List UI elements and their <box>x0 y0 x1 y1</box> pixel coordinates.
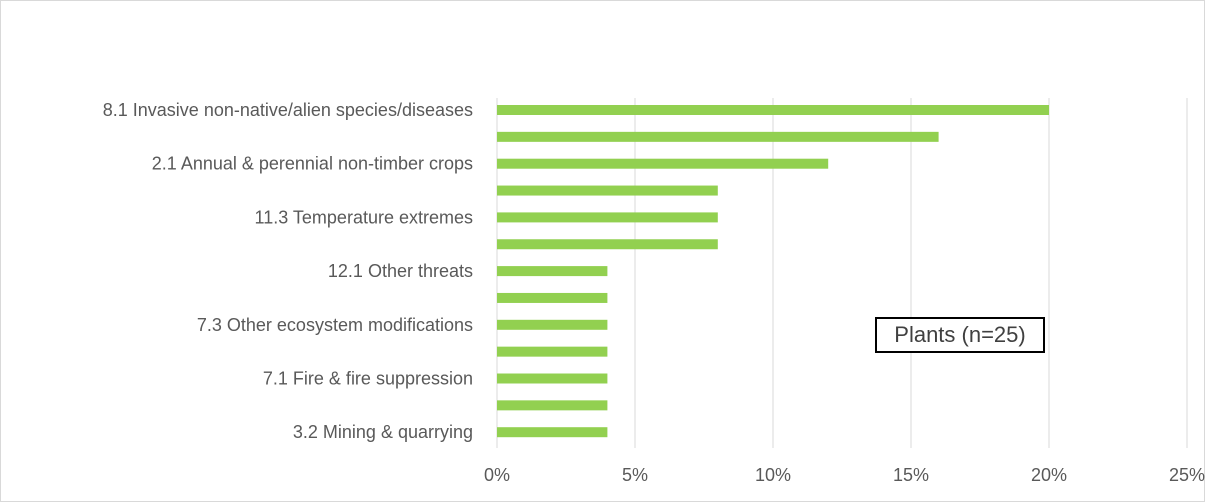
category-label: 2.1 Annual & perennial non-timber crops <box>152 154 473 174</box>
bar <box>497 212 718 223</box>
category-label: 11.3 Temperature extremes <box>255 207 473 227</box>
x-tick-label: 25% <box>1169 465 1205 485</box>
bar <box>497 400 608 411</box>
x-tick-label: 10% <box>755 465 791 485</box>
sample-size-annotation: Plants (n=25) <box>875 317 1045 353</box>
x-tick-label: 0% <box>484 465 510 485</box>
bar <box>497 158 829 169</box>
bar <box>497 185 718 196</box>
bar <box>497 346 608 357</box>
bar <box>497 239 718 250</box>
category-label: 7.1 Fire & fire suppression <box>263 369 473 389</box>
x-tick-label: 20% <box>1031 465 1067 485</box>
bar <box>497 319 608 330</box>
bar <box>497 292 608 303</box>
bar <box>497 427 608 438</box>
x-tick-label: 15% <box>893 465 929 485</box>
bar <box>497 266 608 277</box>
bar <box>497 373 608 384</box>
bar <box>497 131 939 142</box>
category-label: 12.1 Other threats <box>328 261 473 281</box>
bar <box>497 105 1049 115</box>
category-label: 8.1 Invasive non-native/alien species/di… <box>103 100 473 120</box>
category-label: 7.3 Other ecosystem modifications <box>197 315 473 335</box>
category-label: 3.2 Mining & quarrying <box>293 422 473 442</box>
x-tick-label: 5% <box>622 465 648 485</box>
